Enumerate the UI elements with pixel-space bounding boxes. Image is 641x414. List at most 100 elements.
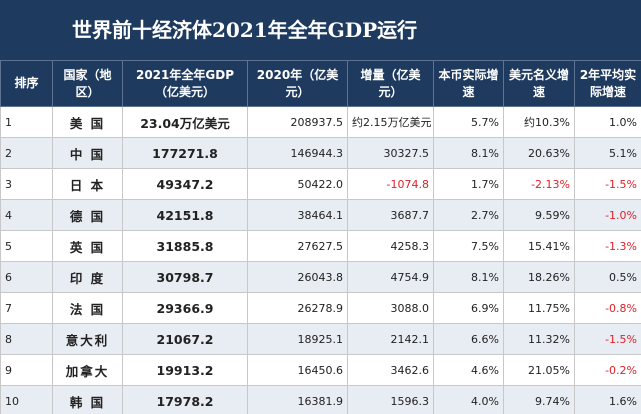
table-row: 8 意大利 21067.2 18925.1 2142.1 6.6% 11.32% -1.5% xyxy=(0,323,641,355)
cell-usd-growth: -2.13% xyxy=(503,168,575,200)
cell-local-growth: 8.1% xyxy=(433,261,504,293)
cell-usd-growth: 18.26% xyxy=(503,261,575,293)
cell-country: 英 国 xyxy=(52,230,123,262)
cell-gdp-2020: 18925.1 xyxy=(247,323,348,355)
cell-local-growth: 6.9% xyxy=(433,292,504,324)
cell-local-growth: 1.7% xyxy=(433,168,504,200)
cell-rank: 3 xyxy=(0,168,53,200)
cell-increment: -1074.8 xyxy=(347,168,434,200)
cell-avg-growth: -1.3% xyxy=(574,230,641,262)
cell-rank: 2 xyxy=(0,137,53,169)
cell-local-growth: 7.5% xyxy=(433,230,504,262)
cell-country: 法 国 xyxy=(52,292,123,324)
cell-gdp-2021: 42151.8 xyxy=(122,199,248,231)
cell-rank: 5 xyxy=(0,230,53,262)
cell-gdp-2021: 30798.7 xyxy=(122,261,248,293)
cell-rank: 6 xyxy=(0,261,53,293)
cell-rank: 8 xyxy=(0,323,53,355)
cell-gdp-2021: 19913.2 xyxy=(122,354,248,386)
cell-local-growth: 4.6% xyxy=(433,354,504,386)
cell-gdp-2020: 146944.3 xyxy=(247,137,348,169)
cell-avg-growth: 1.0% xyxy=(574,106,641,138)
cell-usd-growth: 15.41% xyxy=(503,230,575,262)
cell-avg-growth: 1.6% xyxy=(574,385,641,414)
column-header-usd-growth: 美元名义增速 xyxy=(503,60,575,107)
cell-increment: 3088.0 xyxy=(347,292,434,324)
table-header-row: 排序 国家（地区） 2021年全年GDP（亿美元） 2020年（亿美元） 增量（… xyxy=(0,60,641,107)
cell-usd-growth: 21.05% xyxy=(503,354,575,386)
column-header-rank: 排序 xyxy=(0,60,53,107)
cell-increment: 2142.1 xyxy=(347,323,434,355)
gdp-table: 排序 国家（地区） 2021年全年GDP（亿美元） 2020年（亿美元） 增量（… xyxy=(0,60,641,414)
cell-local-growth: 5.7% xyxy=(433,106,504,138)
cell-gdp-2021: 21067.2 xyxy=(122,323,248,355)
cell-gdp-2020: 26278.9 xyxy=(247,292,348,324)
cell-country: 美 国 xyxy=(52,106,123,138)
cell-avg-growth: 0.5% xyxy=(574,261,641,293)
cell-rank: 4 xyxy=(0,199,53,231)
cell-gdp-2020: 208937.5 xyxy=(247,106,348,138)
cell-country: 韩 国 xyxy=(52,385,123,414)
column-header-avg-growth: 2年平均实际增速 xyxy=(574,60,641,107)
cell-country: 加拿大 xyxy=(52,354,123,386)
table-row: 10 韩 国 17978.2 16381.9 1596.3 4.0% 9.74% 1.6% xyxy=(0,385,641,414)
cell-gdp-2020: 16381.9 xyxy=(247,385,348,414)
column-header-increment: 增量（亿美元） xyxy=(347,60,434,107)
cell-rank: 10 xyxy=(0,385,53,414)
cell-country: 德 国 xyxy=(52,199,123,231)
page-title: 世界前十经济体2021年全年GDP运行 xyxy=(0,0,641,60)
cell-usd-growth: 9.74% xyxy=(503,385,575,414)
cell-local-growth: 6.6% xyxy=(433,323,504,355)
cell-increment: 3462.6 xyxy=(347,354,434,386)
cell-local-growth: 8.1% xyxy=(433,137,504,169)
cell-usd-growth: 20.63% xyxy=(503,137,575,169)
cell-country: 印 度 xyxy=(52,261,123,293)
cell-avg-growth: -1.5% xyxy=(574,323,641,355)
cell-avg-growth: -0.2% xyxy=(574,354,641,386)
cell-rank: 7 xyxy=(0,292,53,324)
cell-increment: 约2.15万亿美元 xyxy=(347,106,434,138)
cell-country: 日 本 xyxy=(52,168,123,200)
cell-avg-growth: 5.1% xyxy=(574,137,641,169)
column-header-gdp-2020: 2020年（亿美元） xyxy=(247,60,348,107)
cell-avg-growth: -0.8% xyxy=(574,292,641,324)
cell-increment: 4258.3 xyxy=(347,230,434,262)
cell-increment: 1596.3 xyxy=(347,385,434,414)
cell-gdp-2021: 31885.8 xyxy=(122,230,248,262)
cell-gdp-2021: 29366.9 xyxy=(122,292,248,324)
cell-avg-growth: -1.5% xyxy=(574,168,641,200)
cell-gdp-2020: 38464.1 xyxy=(247,199,348,231)
cell-increment: 30327.5 xyxy=(347,137,434,169)
cell-gdp-2020: 27627.5 xyxy=(247,230,348,262)
cell-country: 意大利 xyxy=(52,323,123,355)
column-header-country: 国家（地区） xyxy=(52,60,123,107)
cell-local-growth: 4.0% xyxy=(433,385,504,414)
cell-gdp-2020: 26043.8 xyxy=(247,261,348,293)
cell-usd-growth: 11.32% xyxy=(503,323,575,355)
column-header-gdp-2021: 2021年全年GDP（亿美元） xyxy=(122,60,248,107)
cell-gdp-2021: 177271.8 xyxy=(122,137,248,169)
cell-gdp-2020: 16450.6 xyxy=(247,354,348,386)
cell-local-growth: 2.7% xyxy=(433,199,504,231)
cell-usd-growth: 11.75% xyxy=(503,292,575,324)
cell-avg-growth: -1.0% xyxy=(574,199,641,231)
cell-usd-growth: 约10.3% xyxy=(503,106,575,138)
column-header-local-growth: 本币实际增速 xyxy=(433,60,504,107)
table-row: 9 加拿大 19913.2 16450.6 3462.6 4.6% 21.05% -0.2% xyxy=(0,354,641,386)
cell-rank: 1 xyxy=(0,106,53,138)
cell-gdp-2021: 17978.2 xyxy=(122,385,248,414)
cell-increment: 3687.7 xyxy=(347,199,434,231)
cell-gdp-2020: 50422.0 xyxy=(247,168,348,200)
cell-country: 中 国 xyxy=(52,137,123,169)
cell-increment: 4754.9 xyxy=(347,261,434,293)
cell-usd-growth: 9.59% xyxy=(503,199,575,231)
